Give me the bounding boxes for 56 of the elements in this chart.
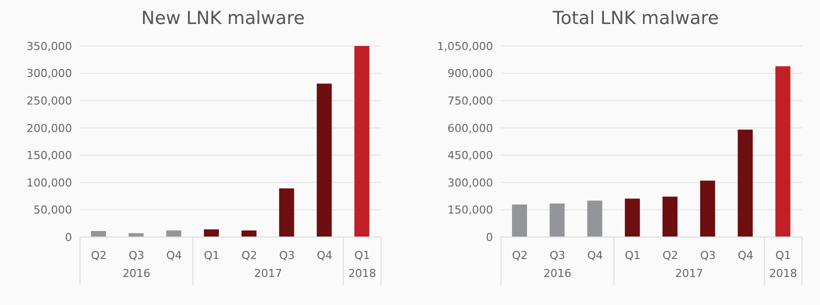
- y-tick-label: 300,000: [448, 176, 493, 190]
- x-tick-label: Q4: [316, 249, 332, 262]
- bar: [624, 198, 640, 237]
- x-tick-label: Q3: [550, 249, 566, 262]
- chart-title: New LNK malware: [140, 7, 306, 31]
- y-tick-label: 150,000: [26, 149, 72, 162]
- y-tick-label: 300,000: [26, 67, 72, 80]
- bar: [128, 233, 144, 237]
- x-tick-label: Q1: [354, 249, 370, 262]
- y-tick-label: 100,000: [26, 176, 72, 190]
- y-tick-label: 150,000: [448, 204, 493, 217]
- y-tick-label: 1,050,000: [437, 40, 493, 53]
- chart-title: Total LNK malware: [552, 7, 720, 31]
- bar: [242, 230, 256, 237]
- bar: [775, 66, 790, 237]
- x-tick-label: Q4: [738, 249, 754, 262]
- bar: [512, 204, 527, 237]
- x-tick-label: Q2: [512, 249, 528, 262]
- bar: [279, 188, 294, 237]
- y-tick-label: 250,000: [26, 94, 72, 108]
- text: 2018: [348, 267, 376, 280]
- text: 2018: [769, 267, 798, 280]
- x-tick-label: Q2: [241, 249, 258, 262]
- bar: [354, 46, 370, 237]
- x-tick-label: Q4: [166, 249, 182, 262]
- y-tick-label: 350,000: [26, 40, 72, 53]
- x-tick-label: Q1: [204, 249, 220, 262]
- y-tick-label: 0: [65, 230, 72, 244]
- bar: [166, 230, 182, 237]
- x-tick-label: Q2: [662, 249, 678, 262]
- y-tick-label: 900,000: [448, 67, 493, 80]
- bar: [587, 200, 602, 237]
- x-tick-label: Q3: [700, 249, 716, 262]
- bar: [662, 196, 678, 237]
- y-tick-label: 750,000: [448, 94, 493, 108]
- text: 2016: [122, 267, 150, 280]
- x-tick-label: Q3: [128, 249, 144, 262]
- y-tick-label: 50,000: [34, 204, 72, 217]
- y-tick-label: 200,000: [26, 122, 72, 135]
- bar: [316, 84, 332, 237]
- bar: [550, 204, 565, 237]
- text: 2016: [543, 267, 572, 280]
- bar: [738, 130, 753, 237]
- bar: [91, 230, 106, 237]
- bar: [700, 180, 716, 237]
- x-tick-label: Q3: [279, 249, 295, 262]
- x-tick-label: Q1: [775, 249, 792, 262]
- text: 2017: [254, 267, 282, 280]
- y-tick-label: 450,000: [448, 149, 493, 162]
- x-tick-label: Q1: [624, 249, 641, 262]
- bar: [204, 229, 219, 237]
- y-tick-label: 600,000: [448, 122, 493, 135]
- x-tick-label: Q4: [587, 249, 603, 262]
- y-tick-label: 0: [486, 230, 493, 244]
- x-tick-label: Q2: [90, 249, 107, 262]
- text: 2017: [675, 267, 704, 280]
